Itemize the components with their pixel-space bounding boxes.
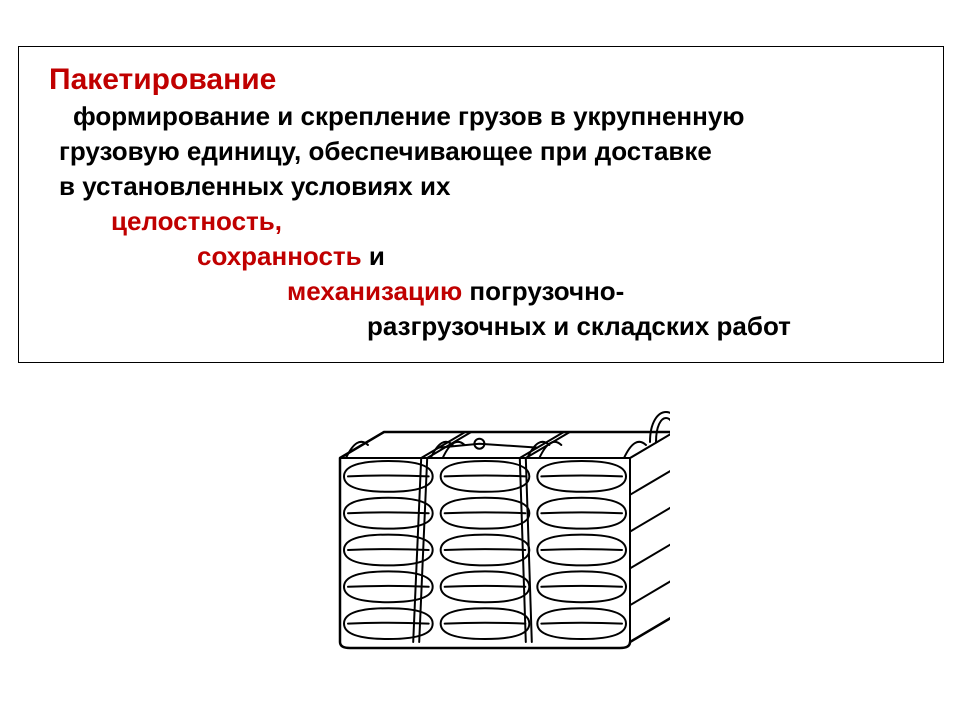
text-segment: грузовую единицу, обеспечивающее при дос…	[59, 136, 712, 166]
text-segment: и	[362, 241, 385, 271]
definition-line: в установленных условиях их	[37, 169, 925, 204]
text-segment: в установленных условиях их	[59, 171, 450, 201]
definition-line: целостность,	[37, 204, 925, 239]
definition-textbox: Пакетирование формирование и скрепление …	[18, 46, 944, 363]
definition-line: грузовую единицу, обеспечивающее при дос…	[37, 134, 925, 169]
text-segment: формирование и скрепление грузов в укруп…	[73, 101, 744, 131]
text-segment: разгрузочных и складских работ	[367, 311, 791, 341]
definition-body: формирование и скрепление грузов в укруп…	[37, 99, 925, 345]
text-segment: целостность,	[111, 206, 282, 236]
slide: Пакетирование формирование и скрепление …	[0, 0, 960, 720]
definition-line: механизацию погрузочно-	[37, 274, 925, 309]
definition-line: формирование и скрепление грузов в укруп…	[37, 99, 925, 134]
definition-line: сохранность и	[37, 239, 925, 274]
text-segment: погрузочно-	[462, 276, 624, 306]
bundled-sacks-illustration	[300, 400, 670, 660]
text-segment: механизацию	[287, 276, 462, 306]
definition-line: разгрузочных и складских работ	[37, 309, 925, 344]
text-segment: сохранность	[197, 241, 362, 271]
title: Пакетирование	[37, 61, 925, 99]
